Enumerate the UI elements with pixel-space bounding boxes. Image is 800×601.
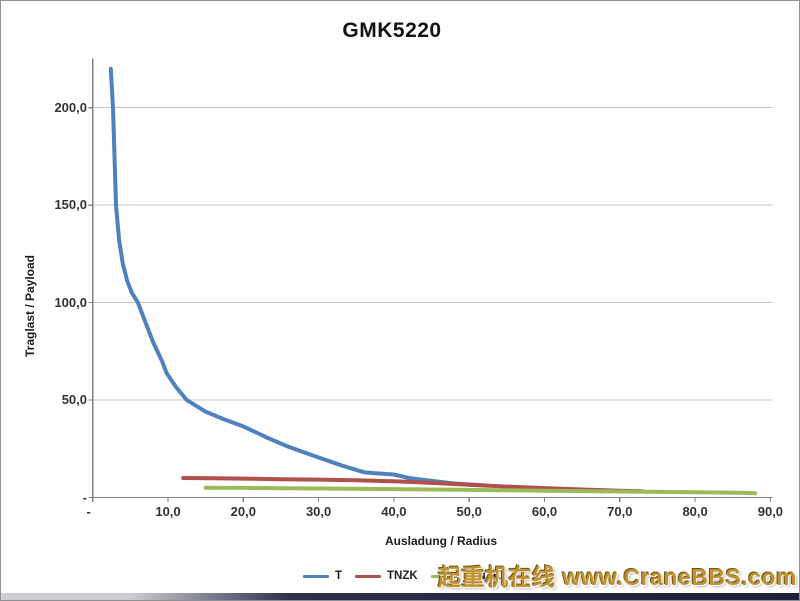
legend-item-tnzk: TNZK [355, 570, 418, 582]
x-tick-label: 20,0 [230, 504, 256, 519]
legend-line-swatch [302, 574, 329, 578]
chart-title: GMK5220 [342, 19, 442, 42]
y-axis-title: Traglast / Payload [23, 254, 37, 358]
footer-bar [1, 593, 799, 600]
series-line-tvnzk [203, 485, 758, 496]
x-tick-label: 10,0 [155, 504, 181, 519]
x-tick-label: 60,0 [531, 504, 558, 519]
x-tick-label: 50,0 [456, 504, 482, 519]
y-tick-label: 100,0 [54, 294, 87, 310]
y-tick-label: 150,0 [54, 197, 87, 213]
legend-item-t: T [302, 570, 343, 582]
legend-label: TVNZK [462, 570, 502, 582]
y-tick-label: - [82, 489, 87, 505]
y-tick-label: 200,0 [54, 99, 87, 115]
legend-item-tvnzk: TVNZK [430, 570, 502, 582]
legend-label: T [334, 570, 343, 582]
legend-line-swatch [355, 574, 382, 578]
legend-label: TNZK [387, 570, 418, 582]
x-tick-label: 30,0 [305, 504, 332, 519]
series-line-t [108, 66, 487, 488]
x-tick-label: 70,0 [607, 504, 633, 519]
watermark-text: 起重机在线 www.CraneBBS.com [437, 564, 797, 590]
x-tick-label: - [86, 504, 91, 519]
x-axis-title: Ausladung / Radius [384, 534, 498, 548]
legend: T TNZK TVNZK [302, 570, 502, 582]
x-tick-label: 90,0 [757, 504, 784, 519]
x-tick-label: 80,0 [682, 504, 708, 519]
legend-line-swatch [430, 574, 457, 578]
y-tick-label: 50,0 [61, 392, 87, 408]
x-tick-label: 40,0 [381, 504, 407, 519]
